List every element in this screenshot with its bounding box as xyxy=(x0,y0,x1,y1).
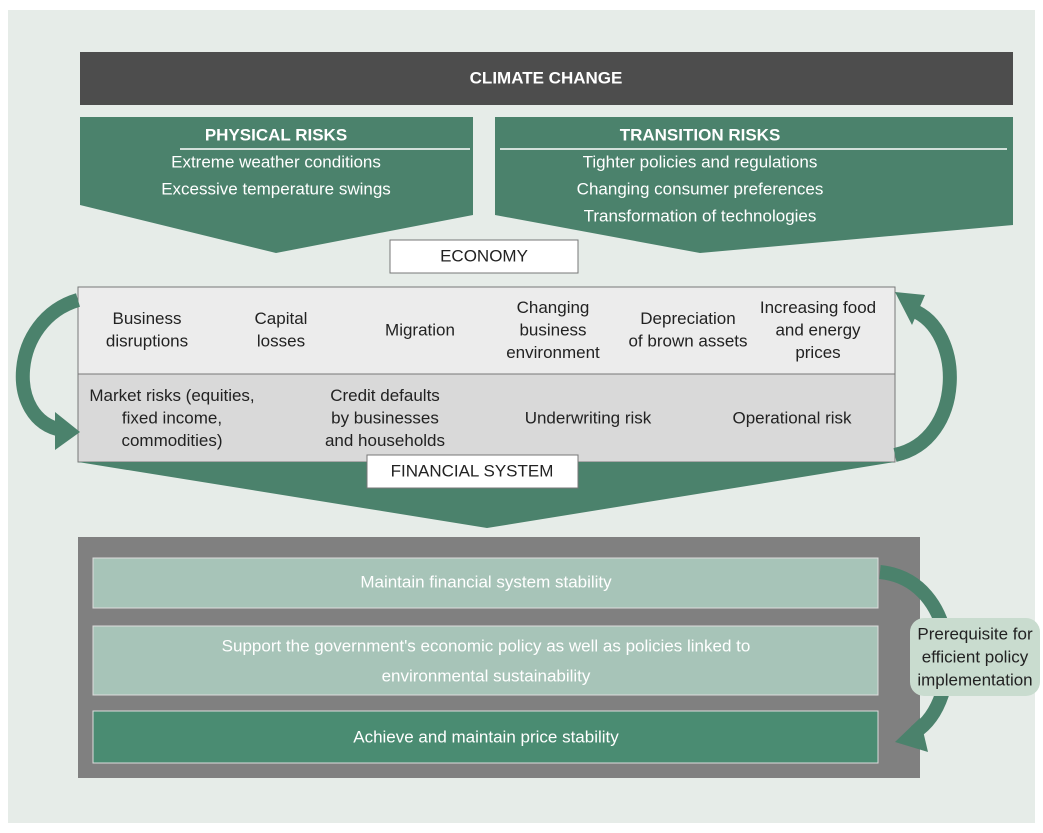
economy-item: Increasing food xyxy=(760,298,876,317)
economy-item: environment xyxy=(506,343,600,362)
risk-item: Changing consumer preferences xyxy=(577,179,824,198)
objective-bar xyxy=(92,710,879,764)
financial-item: commodities) xyxy=(121,431,222,450)
transition-risks-shape xyxy=(495,117,1013,253)
economy-panel xyxy=(77,286,896,375)
financial-chevron xyxy=(78,462,895,528)
objective: Support the government's economic policy… xyxy=(222,636,751,655)
economy-item: of brown assets xyxy=(628,332,747,351)
climate-change-bar xyxy=(80,52,1013,105)
right-arrowhead xyxy=(895,292,925,325)
note-box xyxy=(910,618,1040,696)
economy-item: prices xyxy=(795,343,840,362)
left-arrow xyxy=(15,293,81,437)
left-arrowhead xyxy=(55,412,80,450)
financial-item: fixed income, xyxy=(122,408,222,427)
risk-title: PHYSICAL RISKS xyxy=(205,125,347,144)
objective-bar xyxy=(92,625,879,696)
financial-item: Credit defaults xyxy=(330,386,440,405)
risk-item: Excessive temperature swings xyxy=(161,179,391,198)
policy-arrowhead xyxy=(895,718,928,752)
financial-item: Operational risk xyxy=(732,408,852,427)
financial-label: FINANCIAL SYSTEM xyxy=(391,461,554,480)
right-arrow xyxy=(893,303,957,462)
note-text: Prerequisite for xyxy=(917,624,1033,643)
economy-item: Capital xyxy=(255,309,308,328)
objective: Achieve and maintain price stability xyxy=(353,727,619,746)
objective-bar xyxy=(92,557,879,609)
physical-risks-shape xyxy=(80,117,473,253)
economy-item: business xyxy=(519,320,586,339)
financial-item: Underwriting risk xyxy=(525,408,652,427)
note-text: implementation xyxy=(917,670,1032,689)
economy-label-box xyxy=(389,239,579,274)
economy-item: Business xyxy=(113,309,182,328)
risk-item: Tighter policies and regulations xyxy=(583,152,818,171)
economy-item: disruptions xyxy=(106,332,188,351)
risk-item: Extreme weather conditions xyxy=(171,152,381,171)
risk-title: TRANSITION RISKS xyxy=(620,125,781,144)
note-text: efficient policy xyxy=(922,647,1029,666)
objective: environmental sustainability xyxy=(382,666,591,685)
economy-item: losses xyxy=(257,332,305,351)
economy-item: and energy xyxy=(775,320,861,339)
economy-item: Changing xyxy=(517,298,590,317)
economy-label: ECONOMY xyxy=(440,246,528,265)
financial-item: and households xyxy=(325,431,445,450)
financial-item: by businesses xyxy=(331,408,439,427)
economy-item: Depreciation xyxy=(640,309,735,328)
title: CLIMATE CHANGE xyxy=(470,68,623,87)
risk-item: Transformation of technologies xyxy=(584,206,817,225)
objective: Maintain financial system stability xyxy=(360,572,612,591)
financial-label-box xyxy=(366,454,579,489)
financial-item: Market risks (equities, xyxy=(89,386,254,405)
economy-item: Migration xyxy=(385,320,455,339)
